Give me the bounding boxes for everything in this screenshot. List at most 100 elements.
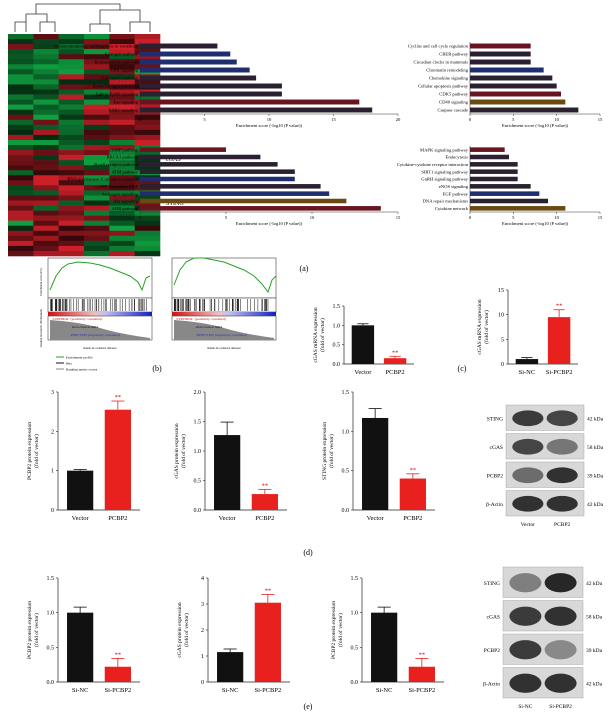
y-tick-label: 4	[201, 576, 204, 582]
heatmap-cell	[33, 155, 59, 161]
heatmap-cell	[84, 235, 110, 242]
bar	[217, 652, 244, 682]
chart-c1: 0.0 0.5 1.0 1.5 Vector PCBP2 ** cGAS mRNA expre…	[313, 304, 414, 376]
heatmap-cell	[8, 39, 34, 45]
heatmap-cell	[84, 34, 110, 40]
heatmap-cell	[8, 230, 34, 237]
heatmap-cell	[134, 240, 161, 247]
heatmap-cell	[109, 215, 135, 221]
enrichment-bar	[140, 191, 330, 196]
blot-kda-label: 42 kDa	[586, 681, 603, 687]
heatmap-cell	[58, 240, 85, 247]
heatmap-cell	[58, 195, 85, 201]
heatmap-cell	[58, 215, 85, 221]
blot-band-label: cGAS	[487, 614, 500, 620]
blot-lane-label: Vector	[521, 522, 536, 528]
heatmap-cell	[84, 44, 110, 50]
enrichment-category-label: AHR pathway	[112, 206, 139, 211]
x-tick-label: Vector	[367, 515, 385, 522]
heatmap-cell	[58, 165, 85, 171]
heatmap-cell	[109, 59, 135, 65]
heatmap-cell	[33, 245, 59, 252]
heatmap-cell	[58, 119, 85, 126]
heatmap-cell	[84, 99, 110, 105]
enrichment-category-label: TcR family pathway	[101, 76, 139, 81]
heatmap-cell	[84, 180, 110, 186]
heatmap-cell	[84, 139, 110, 146]
heatmap-cell	[33, 79, 59, 85]
heatmap-cell	[8, 205, 34, 211]
y-tick-label: 1.5	[342, 390, 350, 396]
enrichment-bar	[470, 51, 531, 57]
heatmap-cell	[58, 34, 85, 40]
heatmap-cell	[84, 59, 110, 65]
panel-label-b: (b)	[152, 364, 162, 373]
x-tick-label: Vector	[219, 515, 237, 522]
enrichment-category-label: SIRT1 signaling pathway	[421, 169, 468, 174]
enrichment-category-label: cAMP-dependent PKA	[95, 184, 138, 189]
gsea-legend-profile: Enrichment profile	[66, 356, 93, 360]
heatmap-cell	[84, 104, 110, 110]
heatmap-cell	[84, 230, 110, 237]
enrichment-bar	[140, 91, 282, 97]
blot-band	[544, 640, 577, 660]
y-axis-label: cGAS protein expression	[177, 602, 183, 658]
heatmap-cell	[58, 220, 85, 227]
y-axis-label-unit: (fold of vector)	[483, 310, 490, 344]
blot-kda-label: 42 kDa	[587, 502, 604, 508]
y-tick-label: 2	[201, 628, 204, 634]
enrichment-chart-4: MAPK signaling pathway Endocytosis Cytokin…	[397, 146, 603, 226]
blot-kda-label: 42 kDa	[587, 416, 604, 422]
x-tick-label: Si-NC	[222, 687, 239, 694]
heatmap-cell	[33, 89, 59, 95]
enrichment-category-label: Cyclins and cell cycle regulation	[408, 44, 469, 49]
heatmap-cell	[134, 64, 161, 70]
heatmap-cell	[58, 99, 85, 105]
heatmap-cell	[109, 155, 135, 161]
heatmap-cell	[8, 225, 34, 232]
heatmap-cell	[8, 250, 34, 257]
bar	[515, 359, 539, 364]
enrichment-bar	[470, 99, 566, 105]
enrichment-bar	[470, 91, 561, 97]
heatmap-cell	[58, 225, 85, 232]
heatmap-cell	[134, 34, 161, 40]
heatmap-cell	[58, 210, 85, 216]
enrichment-bar	[470, 83, 557, 89]
y-axis-label-unit: (fold of vector)	[180, 434, 187, 468]
x-tick-label: Si-NC	[376, 687, 393, 694]
x-tick-label: 5	[225, 215, 228, 220]
heatmap-cell	[134, 129, 161, 136]
y-tick-label: 0.5	[333, 343, 341, 349]
significance-mark: **	[262, 482, 269, 489]
heatmap-cell	[58, 155, 85, 161]
heatmap-cell	[58, 205, 85, 211]
heatmap-cell	[33, 210, 59, 216]
enrichment-category-label: Androgen signaling	[102, 191, 139, 196]
heatmap-cell	[134, 180, 161, 186]
heatmap-cell	[58, 44, 85, 50]
enrichment-bar	[140, 176, 295, 182]
heatmap-cell	[8, 74, 34, 80]
enrichment-bar	[140, 43, 218, 49]
heatmap-cell	[84, 190, 110, 196]
blot-kda-label: 58 kDa	[586, 614, 603, 620]
enrichment-category-label: ATM pathway	[112, 169, 139, 174]
heatmap-cell	[33, 225, 59, 232]
enrichment-category-label: ERK signaling	[111, 68, 139, 73]
heatmap-cell	[33, 185, 59, 191]
y-tick-label: 15	[498, 288, 504, 294]
heatmap-cell	[109, 134, 135, 141]
heatmap-cell	[58, 54, 85, 60]
enrichment-bar	[140, 206, 381, 211]
x-tick-label: 5	[512, 215, 515, 220]
y-axis-label: cGAS mRNA expression	[477, 299, 483, 355]
chart-e1: 0.0 0.5 1.0 1.5 Si-NC Si-PCBP2 ** PCBP2 protein…	[27, 576, 140, 694]
y-tick-label: 1.5	[333, 304, 341, 310]
heatmap-cell	[109, 180, 135, 186]
x-tick-label: Vector	[354, 369, 372, 376]
heatmap-cell	[84, 175, 110, 181]
heatmap-dendrogram	[14, 3, 151, 32]
heatmap-cell	[84, 79, 110, 85]
heatmap-cell	[109, 124, 135, 131]
